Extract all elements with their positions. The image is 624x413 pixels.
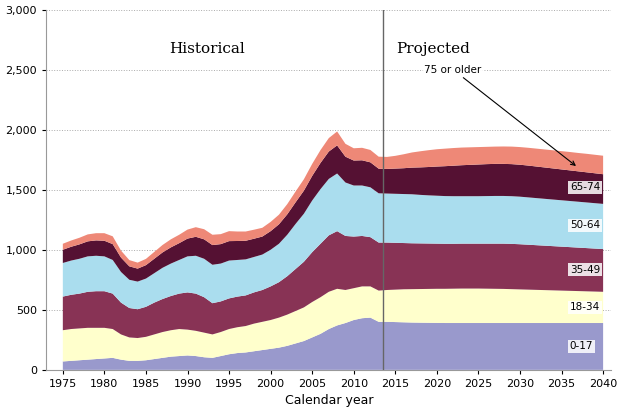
Text: 50-64: 50-64: [570, 220, 600, 230]
Text: 75 or older: 75 or older: [424, 64, 575, 165]
Text: Historical: Historical: [170, 42, 245, 56]
Text: 35-49: 35-49: [570, 265, 600, 275]
Text: 0-17: 0-17: [570, 342, 593, 351]
Text: Projected: Projected: [396, 42, 470, 56]
Text: 18-34: 18-34: [570, 302, 600, 312]
X-axis label: Calendar year: Calendar year: [285, 394, 373, 408]
Text: 65-74: 65-74: [570, 183, 600, 192]
